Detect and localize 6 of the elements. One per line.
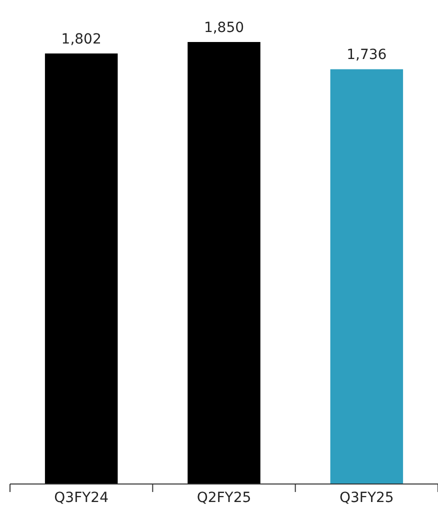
x-tick-label: Q3FY25 xyxy=(339,490,394,506)
x-tick-label: Q2FY25 xyxy=(196,490,252,506)
data-label: 1,802 xyxy=(61,31,102,48)
data-label: 1,736 xyxy=(346,47,387,64)
data-label: 1,850 xyxy=(204,20,244,36)
x-tick-label: Q3FY24 xyxy=(54,490,109,506)
